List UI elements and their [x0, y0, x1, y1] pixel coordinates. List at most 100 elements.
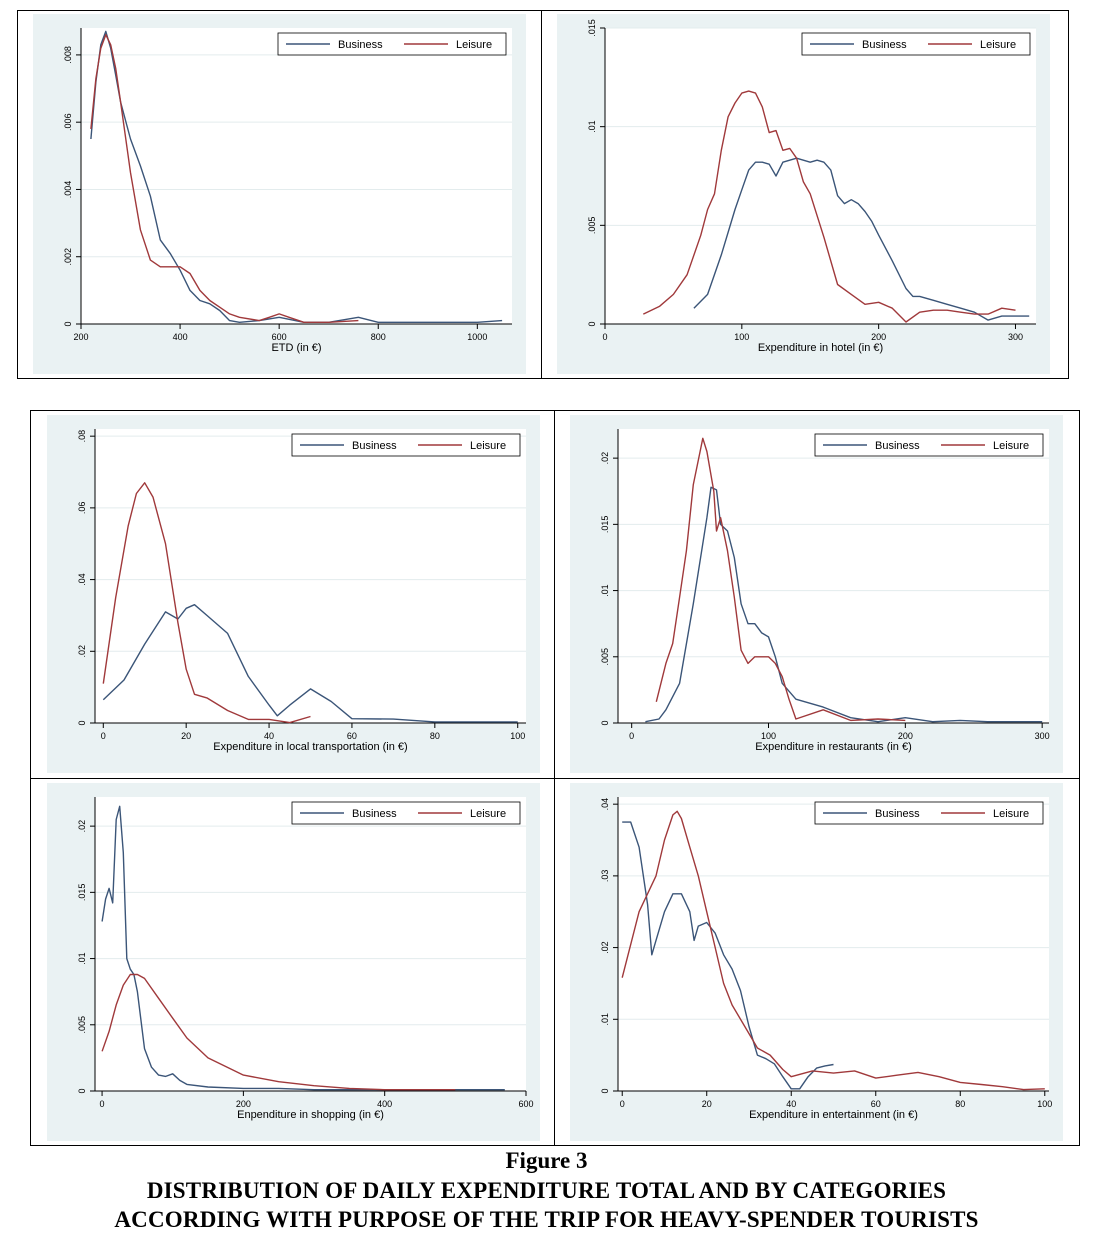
y-tick-label: .03: [600, 870, 610, 883]
legend: Business Leisure: [801, 32, 1031, 56]
plot-area: [618, 797, 1049, 1091]
x-tick-label: 600: [272, 332, 287, 342]
x-tick-label: 200: [898, 731, 913, 741]
x-tick-label: 100: [1037, 1099, 1052, 1109]
legend-label-leisure: Leisure: [993, 440, 1029, 452]
plot-area: [618, 429, 1049, 723]
x-tick-label: 200: [236, 1099, 251, 1109]
legend: Business Leisure: [291, 801, 521, 825]
legend-label-leisure: Leisure: [993, 808, 1029, 820]
y-tick-label: 0: [63, 321, 73, 326]
legend-label-leisure: Leisure: [470, 440, 506, 452]
y-tick-label: .006: [63, 113, 73, 131]
legend-label-business: Business: [352, 808, 397, 820]
y-tick-label: .008: [63, 46, 73, 64]
y-tick-label: 0: [600, 1088, 610, 1093]
x-tick-label: 60: [871, 1099, 881, 1109]
legend-box: [291, 801, 521, 825]
y-tick-label: .02: [600, 941, 610, 954]
x-tick-label: 600: [518, 1099, 533, 1109]
y-tick-label: 0: [600, 720, 610, 725]
top-panel-divider: [541, 10, 542, 379]
x-tick-label: 800: [371, 332, 386, 342]
restaurants-density-chart: 0 .005 .01 .015 .02 0 100 200 300 Expenditure in …: [570, 415, 1063, 773]
legend-box: [291, 433, 521, 457]
x-tick-label: 40: [264, 731, 274, 741]
x-tick-label: 20: [702, 1099, 712, 1109]
y-tick-label: .005: [600, 648, 610, 666]
y-tick-label: .04: [77, 573, 87, 586]
figure-number: Figure 3: [505, 1148, 588, 1173]
legend-label-business: Business: [862, 39, 907, 51]
legend-label-leisure: Leisure: [980, 39, 1016, 51]
plot-area: [81, 28, 512, 324]
y-tick-label: .015: [587, 19, 597, 37]
shopping-density-chart: 0 .005 .01 .015 .02 0 200 400 600 Enpenditure in …: [47, 783, 540, 1141]
y-tick-label: .02: [600, 452, 610, 465]
legend-box: [814, 801, 1044, 825]
top-panel-frame: [17, 10, 1069, 379]
x-tick-label: 400: [377, 1099, 392, 1109]
x-axis-label: Expenditure in restaurants (in €): [755, 741, 912, 753]
y-tick-label: .002: [63, 248, 73, 266]
figure-title-line-1: DISTRIBUTION OF DAILY EXPENDITURE TOTAL …: [146, 1178, 947, 1203]
series-line-leisure: [90, 34, 359, 323]
plot-area: [95, 429, 526, 723]
x-tick-label: 1000: [467, 332, 487, 342]
x-axis-label: Expenditure in entertainment (in €): [749, 1109, 918, 1121]
y-tick-label: .005: [587, 217, 597, 235]
series-line-leisure: [621, 810, 1045, 1091]
x-tick-label: 60: [347, 731, 357, 741]
x-axis-label: Enpenditure in shopping (in €): [237, 1109, 384, 1121]
y-tick-label: 0: [587, 321, 597, 326]
x-tick-label: 0: [629, 731, 634, 741]
series-line-business: [90, 30, 503, 323]
x-tick-label: 0: [602, 332, 607, 342]
plot-area: [95, 797, 526, 1091]
y-tick-label: 0: [77, 1088, 87, 1093]
local-transportation-density-chart: 0 .02 .04 .06 .08 0 20 40 60 80 100 Expenditure in …: [47, 415, 540, 773]
series-line-leisure: [655, 437, 906, 722]
y-tick-label: .01: [77, 952, 87, 965]
x-axis-label: Expenditure in hotel (in €): [758, 342, 883, 354]
legend-box: [801, 32, 1031, 56]
y-tick-label: .01: [600, 584, 610, 597]
entertainment-density-chart: 0 .01 .02 .03 .04 0 20 40 60 80 100 Expenditure in …: [570, 783, 1063, 1141]
x-tick-label: 40: [786, 1099, 796, 1109]
series-line-business: [102, 603, 518, 723]
y-tick-label: .02: [77, 645, 87, 658]
y-tick-label: .015: [600, 516, 610, 534]
legend: Business Leisure: [277, 32, 507, 56]
x-tick-label: 100: [734, 332, 749, 342]
legend-label-leisure: Leisure: [456, 39, 492, 51]
x-tick-label: 0: [101, 731, 106, 741]
x-tick-label: 20: [181, 731, 191, 741]
etd-density-chart: 0 .002 .004 .006 .008 200 400 600 800 1000 ETD (in…: [33, 14, 526, 374]
legend-label-leisure: Leisure: [470, 808, 506, 820]
x-tick-label: 200: [73, 332, 88, 342]
series-line-business: [693, 157, 1030, 321]
x-tick-label: 0: [100, 1099, 105, 1109]
x-tick-label: 300: [1035, 731, 1050, 741]
x-tick-label: 80: [955, 1099, 965, 1109]
x-tick-label: 400: [173, 332, 188, 342]
legend: Business Leisure: [291, 433, 521, 457]
series-line-business: [622, 821, 834, 1090]
legend-box: [814, 433, 1044, 457]
hotel-density-chart: 0 .005 .01 .015 0 100 200 300 Expenditure in hot…: [557, 14, 1050, 374]
bottom-panel-hdivider: [30, 778, 1080, 779]
series-line-leisure: [642, 90, 1016, 323]
legend-label-business: Business: [338, 39, 383, 51]
legend-box: [277, 32, 507, 56]
y-tick-label: .01: [600, 1013, 610, 1026]
legend-label-business: Business: [352, 440, 397, 452]
y-tick-label: .004: [63, 181, 73, 199]
y-tick-label: .04: [600, 798, 610, 811]
y-tick-label: .015: [77, 884, 87, 902]
x-tick-label: 0: [620, 1099, 625, 1109]
x-tick-label: 300: [1008, 332, 1023, 342]
y-tick-label: .08: [77, 430, 87, 443]
series-line-leisure: [102, 482, 311, 724]
legend-label-business: Business: [875, 440, 920, 452]
y-tick-label: .02: [77, 820, 87, 833]
